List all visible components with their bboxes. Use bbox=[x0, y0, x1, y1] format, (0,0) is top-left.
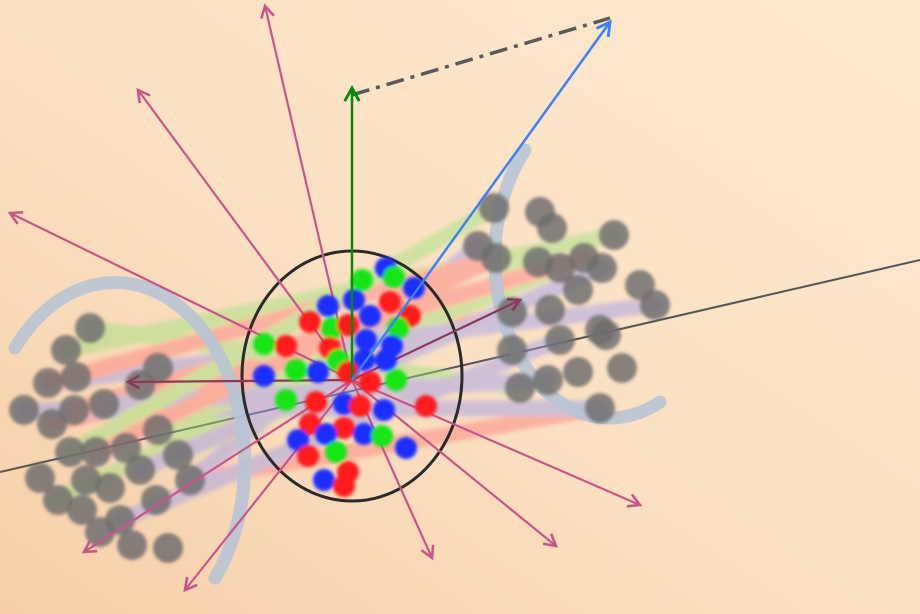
spectator-nucleon bbox=[61, 362, 91, 392]
quark bbox=[359, 371, 381, 393]
quark bbox=[275, 335, 297, 357]
spectator-nucleon bbox=[37, 409, 67, 439]
quark bbox=[373, 399, 395, 421]
spectator-nucleon bbox=[481, 243, 511, 273]
spectator-nucleon bbox=[81, 437, 111, 467]
spectator-nucleon bbox=[117, 530, 147, 560]
quark bbox=[253, 365, 275, 387]
spectator-nucleon bbox=[153, 533, 183, 563]
spectator-nucleon bbox=[535, 295, 565, 325]
quark bbox=[313, 469, 335, 491]
spectator-nucleon bbox=[533, 365, 563, 395]
spectator-nucleon bbox=[607, 353, 637, 383]
quark bbox=[415, 395, 437, 417]
spectator-nucleon bbox=[89, 389, 119, 419]
spectator-nucleon bbox=[71, 465, 101, 495]
quark bbox=[325, 441, 347, 463]
spectator-nucleon bbox=[497, 335, 527, 365]
quark bbox=[383, 266, 405, 288]
quark bbox=[275, 389, 297, 411]
quark bbox=[337, 361, 359, 383]
spectator-nucleon bbox=[563, 357, 593, 387]
quark bbox=[317, 295, 339, 317]
quark bbox=[379, 291, 401, 313]
spectator-nucleon bbox=[545, 325, 575, 355]
quark bbox=[333, 475, 355, 497]
quark bbox=[307, 361, 329, 383]
spectator-nucleon bbox=[9, 395, 39, 425]
quark bbox=[285, 359, 307, 381]
quark bbox=[359, 305, 381, 327]
quark bbox=[355, 329, 377, 351]
spectator-nucleon bbox=[591, 320, 621, 350]
quark bbox=[349, 395, 371, 417]
quark bbox=[343, 289, 365, 311]
quark bbox=[395, 437, 417, 459]
quark bbox=[385, 369, 407, 391]
spectator-nucleon bbox=[563, 275, 593, 305]
spectator-nucleon bbox=[599, 220, 629, 250]
spectator-nucleon bbox=[640, 290, 670, 320]
spectator-nucleon bbox=[143, 353, 173, 383]
spectator-nucleon bbox=[587, 253, 617, 283]
spectator-nucleon bbox=[585, 393, 615, 423]
spectator-nucleon bbox=[55, 437, 85, 467]
quark bbox=[253, 333, 275, 355]
quark bbox=[297, 445, 319, 467]
quark bbox=[299, 311, 321, 333]
quark bbox=[375, 349, 397, 371]
quark bbox=[371, 425, 393, 447]
spectator-nucleon bbox=[537, 213, 567, 243]
spectator-nucleon bbox=[125, 455, 155, 485]
spectator-nucleon bbox=[51, 335, 81, 365]
quark bbox=[351, 269, 373, 291]
quark bbox=[305, 391, 327, 413]
spectator-nucleon bbox=[497, 297, 527, 327]
spectator-nucleon bbox=[143, 415, 173, 445]
spectator-nucleon bbox=[75, 313, 105, 343]
spectator-nucleon bbox=[505, 373, 535, 403]
quark bbox=[337, 314, 359, 336]
spectator-nucleon bbox=[33, 368, 63, 398]
